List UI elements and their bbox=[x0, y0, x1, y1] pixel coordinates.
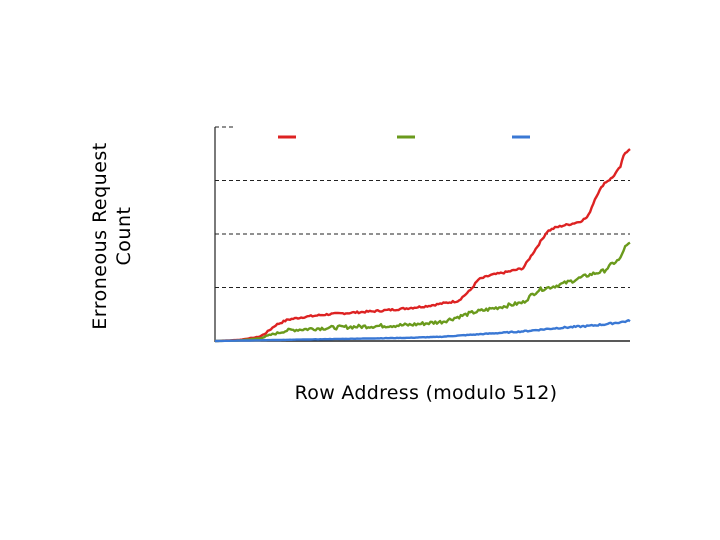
y-axis-label-line-2: Count bbox=[113, 206, 135, 266]
series-line bbox=[215, 241, 631, 343]
series-line bbox=[215, 319, 631, 343]
chart-series bbox=[214, 148, 631, 343]
y-axis-label-line-1: Erroneous Request bbox=[89, 142, 111, 330]
chart-grid bbox=[215, 126, 630, 288]
y-axis-label: Erroneous Request Count bbox=[88, 142, 136, 330]
x-axis-label: Row Address (modulo 512) bbox=[294, 382, 558, 404]
series-line bbox=[214, 148, 631, 343]
